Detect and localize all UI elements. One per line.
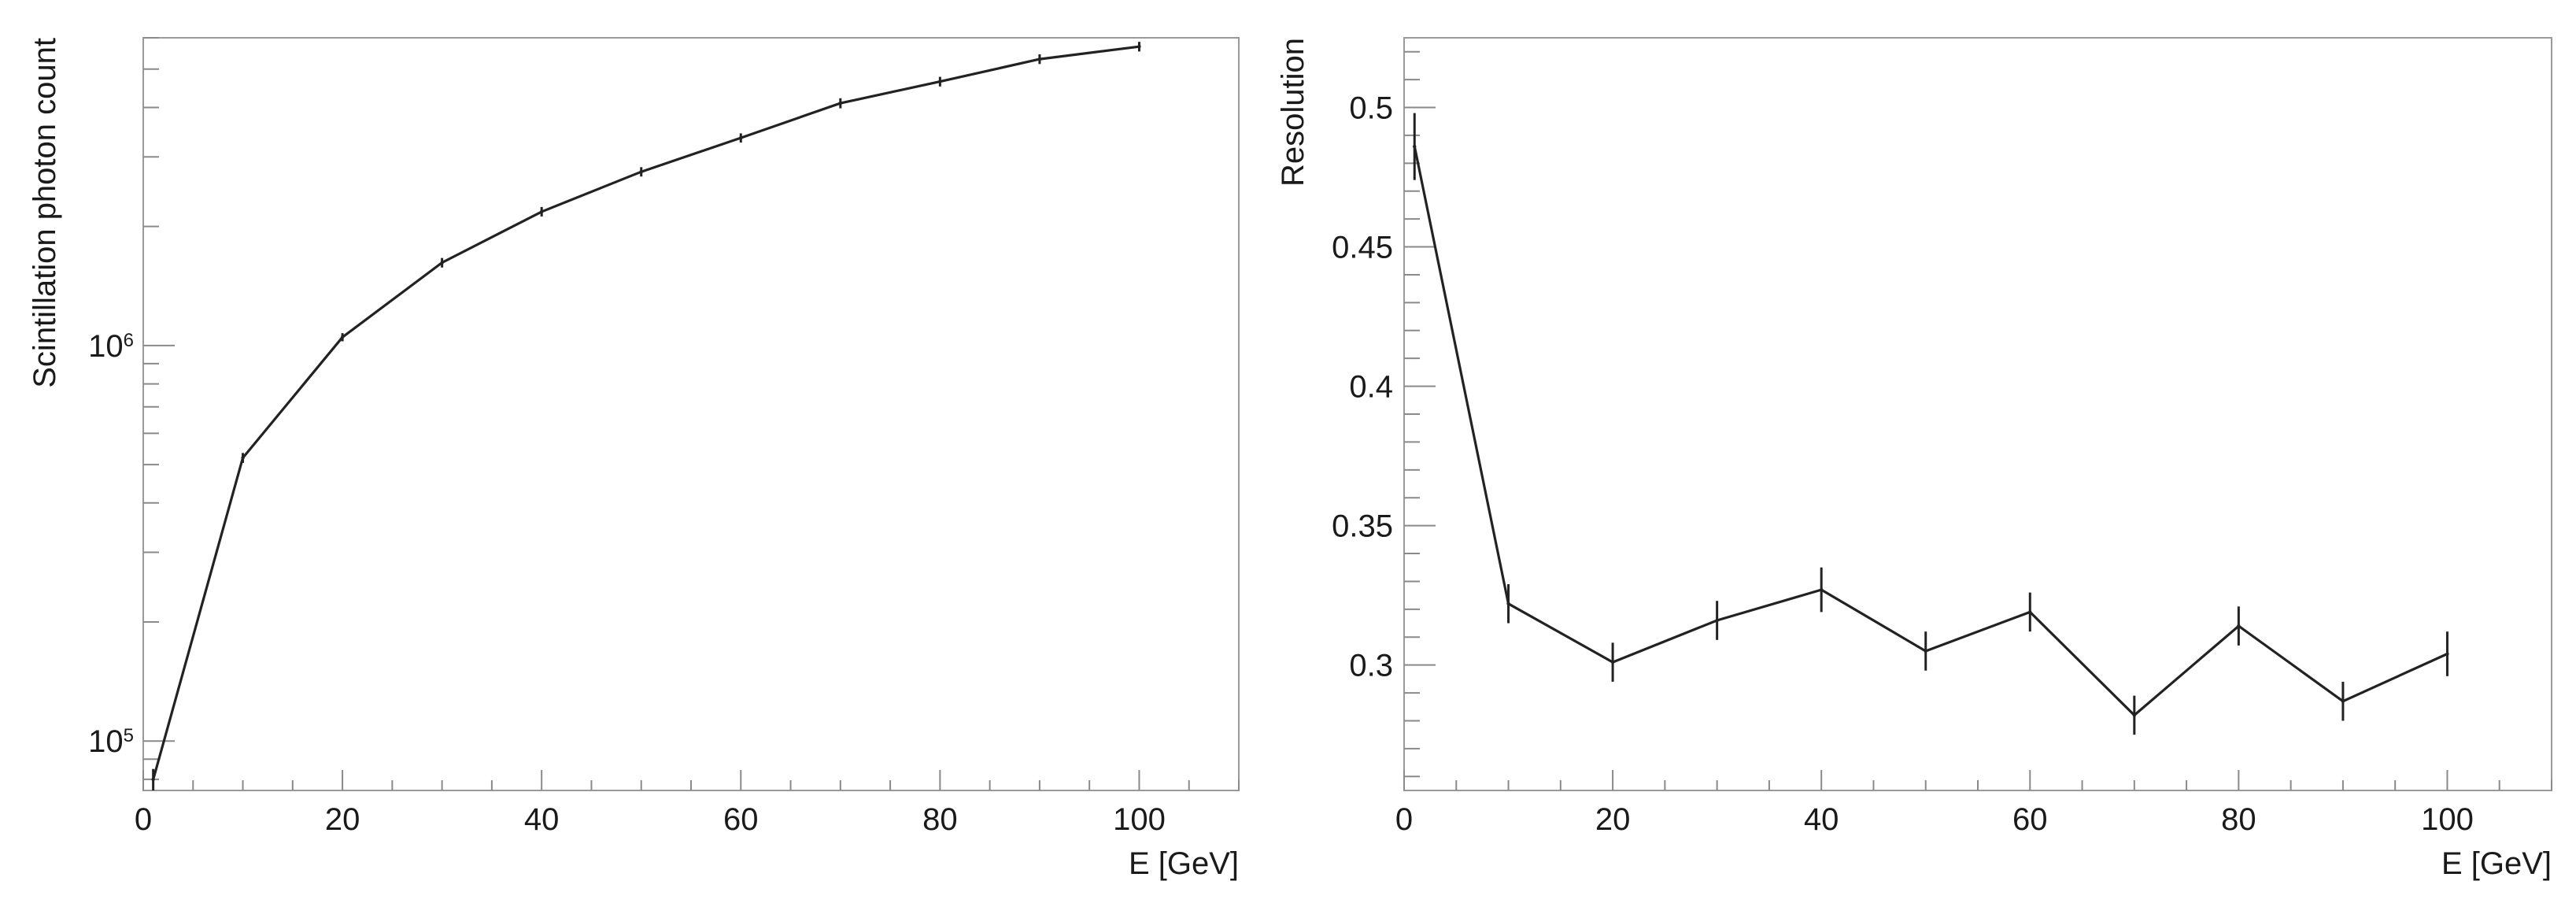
data-point (2445, 652, 2449, 656)
series-line (1413, 146, 2448, 717)
x-tick-label: 0 (1395, 802, 1413, 837)
x-tick-labels: 0 20 40 60 80 100 (135, 802, 1166, 837)
data-point (539, 209, 544, 214)
y-tick-labels: 0.3 0.35 0.4 0.45 0.5 (1332, 91, 1393, 683)
data-point (938, 80, 942, 83)
data-point (340, 335, 345, 339)
axis-ticks (1403, 50, 2552, 790)
y-axis-label: Scintillation photon count (28, 38, 62, 388)
x-tick-label: 80 (2221, 802, 2256, 837)
y-tick-label: 0.4 (1349, 370, 1393, 405)
x-tick-label: 60 (723, 802, 759, 837)
x-tick-label: 20 (1595, 802, 1631, 837)
data-point (1506, 602, 1510, 605)
data-point (739, 135, 743, 140)
y-tick-label: 0.35 (1332, 509, 1393, 544)
data-point (1137, 44, 1141, 49)
x-tick-label: 100 (1113, 802, 1166, 837)
photon-count-chart: 0 20 40 60 80 100 105 106 E [GeV] Scinti… (28, 37, 1240, 881)
data-point (2028, 610, 2032, 614)
x-tick-labels: 0 20 40 60 80 100 (1395, 802, 2474, 837)
x-axis-label: E [GeV] (1129, 846, 1239, 881)
x-tick-label: 40 (1804, 802, 1839, 837)
data-point (639, 170, 643, 174)
plot-frame (1403, 37, 2552, 791)
data-point (151, 777, 155, 782)
y-axis-label: Resolution (1276, 38, 1310, 187)
y-tick-label: 105 (88, 724, 134, 759)
data-point (241, 456, 245, 460)
data-point (1715, 618, 1719, 623)
x-tick-label: 40 (524, 802, 560, 837)
axis-ticks (142, 37, 1240, 790)
data-point (838, 101, 843, 105)
y-tick-label: 0.45 (1332, 231, 1393, 265)
y-tick-label: 106 (88, 329, 134, 364)
data-point (1924, 649, 1927, 653)
x-tick-label: 0 (135, 802, 152, 837)
data-point (1037, 57, 1042, 61)
data-point (1610, 660, 1615, 664)
data-point (1819, 587, 1824, 592)
y-tick-labels: 105 106 (88, 329, 134, 759)
x-tick-label: 20 (325, 802, 360, 837)
series-line (152, 45, 1140, 780)
data-series (1413, 113, 2449, 735)
x-tick-label: 80 (922, 802, 958, 837)
y-tick-label: 0.5 (1349, 91, 1393, 126)
y-tick-label: 0.3 (1349, 649, 1393, 683)
data-point (2237, 624, 2241, 628)
data-point (1413, 144, 1417, 149)
x-tick-label: 60 (2012, 802, 2048, 837)
data-point (440, 261, 444, 265)
data-series (151, 42, 1141, 790)
plot-frame (142, 37, 1240, 791)
x-tick-label: 100 (2421, 802, 2474, 837)
resolution-chart: 0 20 40 60 80 100 0.3 0.35 0.4 0.45 0.5 … (1276, 37, 2552, 881)
data-point (2132, 713, 2137, 717)
data-point (2341, 699, 2345, 703)
x-axis-label: E [GeV] (2441, 846, 2552, 881)
